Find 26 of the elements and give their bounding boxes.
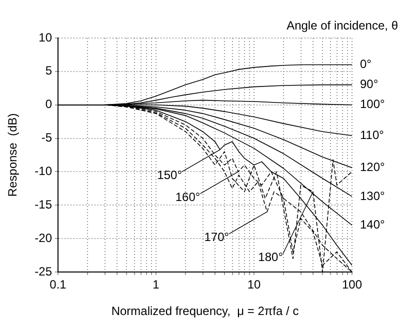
y-tick-label: -5 [41, 130, 52, 145]
series-label: 130° [360, 188, 386, 203]
y-tick-label: -20 [34, 230, 52, 245]
x-tick-label: 10 [247, 278, 261, 292]
annotation: 160° [175, 190, 200, 204]
legend-title: Angle of incidence, θ [286, 18, 398, 32]
series-label: 0° [360, 57, 372, 72]
x-tick-label: 0.1 [50, 278, 67, 292]
y-axis-title: Response (dB) [6, 113, 20, 197]
y-tick-label: -25 [34, 264, 52, 278]
x-tick-label: 100 [342, 278, 362, 292]
y-tick-label: 5 [45, 64, 52, 78]
x-axis-title: Normalized frequency, μ = 2πfa / c [111, 304, 299, 318]
y-tick-label: 10 [38, 30, 52, 44]
annotation: 150° [157, 168, 182, 182]
y-tick-label: -10 [34, 164, 52, 178]
series-label: 90° [360, 77, 378, 92]
annotation: 170° [204, 230, 230, 244]
y-tick-label: -15 [34, 197, 52, 212]
series-label: 120° [360, 160, 386, 174]
series-label: 140° [360, 218, 386, 232]
annotation: 180° [258, 250, 284, 264]
series-label: 100° [360, 97, 386, 112]
x-tick-label: 1 [152, 278, 160, 292]
series-label: 110° [360, 128, 384, 142]
y-tick-label: 0 [45, 97, 52, 112]
